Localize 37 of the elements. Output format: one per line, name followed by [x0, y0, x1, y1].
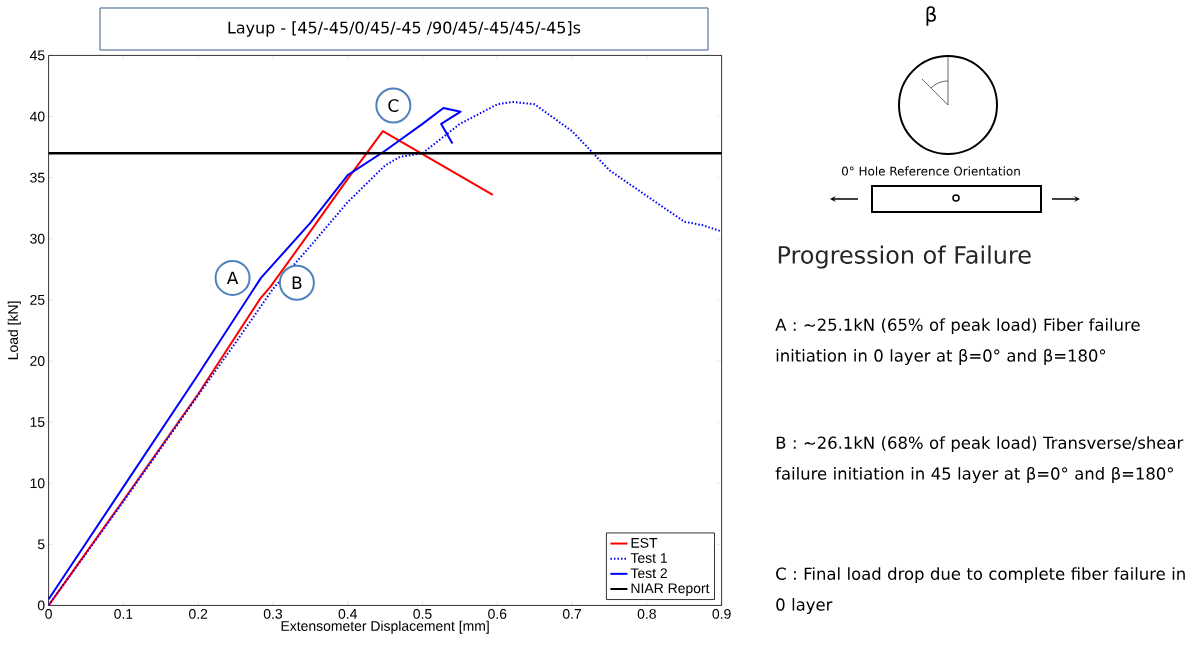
x-tick-label: 0.9 — [712, 608, 731, 619]
y-tick-label: 5 — [37, 539, 45, 550]
x-tick-label: 0.2 — [189, 608, 208, 619]
text: Progression of Failure — [778, 245, 1031, 269]
x-tick-label: 0.4 — [338, 608, 358, 619]
text: β — [926, 6, 936, 26]
y-tick-label: 15 — [30, 417, 45, 427]
text: B : ~26.1kN (68% of peak load) Transverse/shear failure initiation in 45 layer at β=0° and β=180° — [775, 436, 1184, 483]
y-tick-label: 40 — [29, 111, 45, 122]
text: A : ~25.1kN (65% of peak load) Fiber failure initiation in 0 layer at β=0° and β=180° — [775, 318, 1140, 365]
y-tick-label: 0 — [37, 600, 45, 611]
chart-title: Layup - [45/-45/0/45/-45 /90/45/-45/45/-45]s — [228, 21, 581, 37]
x-tick-label: 0.3 — [263, 608, 283, 619]
y-tick-label: 35 — [30, 172, 45, 183]
x-tick-label: 0.7 — [562, 608, 582, 619]
y-tick-label: 10 — [30, 478, 45, 489]
legend-label: NIAR Report — [631, 583, 710, 596]
y-tick-label: 20 — [30, 356, 45, 366]
annotation: A — [226, 271, 239, 285]
y-tick-label: 25 — [30, 294, 45, 305]
x-tick-label: 0.6 — [488, 608, 507, 619]
annotation: B — [292, 276, 302, 289]
x-tick-label: 0.8 — [637, 608, 656, 619]
x-tick-label: 0.5 — [413, 608, 432, 619]
legend-label: Test 2 — [630, 568, 667, 579]
text: 0° Hole Reference Orientation — [841, 166, 1020, 176]
legend-label: EST — [631, 537, 658, 548]
x-tick-label: 0.1 — [114, 608, 133, 619]
y-axis-title: Load [kN] — [7, 301, 21, 360]
annotation: C — [388, 99, 399, 112]
y-tick-label: 30 — [30, 233, 45, 244]
x-axis-title: Extensometer Displacement [mm] — [281, 620, 489, 634]
line-series — [47, 100, 723, 607]
x-tick-label: 0 — [45, 608, 52, 619]
text: C : Final load drop due to complete fiber failure in 0 layer — [776, 567, 1185, 614]
legend-label: Test 1 — [630, 553, 667, 563]
y-tick-label: 45 — [29, 50, 45, 61]
